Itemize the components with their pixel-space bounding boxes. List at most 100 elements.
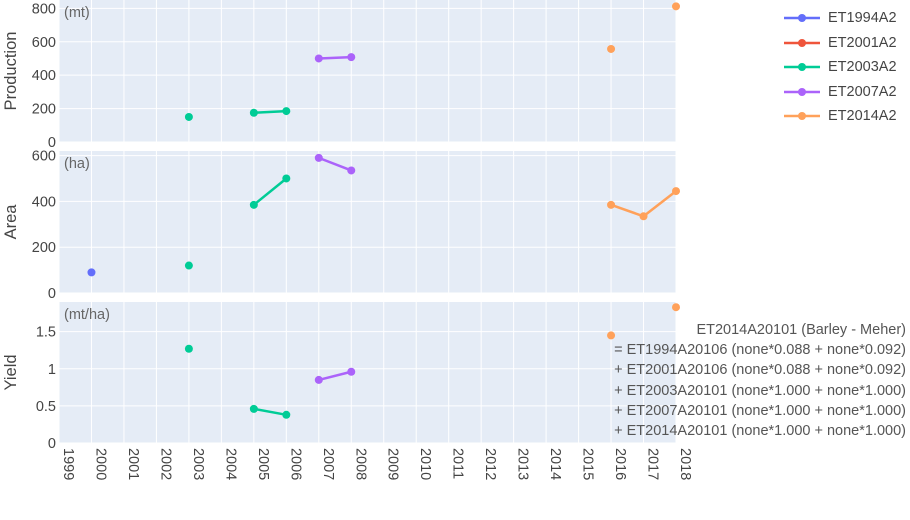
data-point bbox=[184, 261, 193, 270]
plot-area bbox=[59, 151, 676, 293]
legend-item[interactable]: ET2014A2 bbox=[780, 104, 910, 129]
y-axis-title: Production bbox=[2, 32, 20, 111]
x-tick-label: 2007 bbox=[320, 448, 336, 480]
data-point bbox=[314, 375, 323, 384]
data-point bbox=[607, 331, 616, 340]
legend-item[interactable]: ET2001A2 bbox=[780, 31, 910, 56]
x-tick-label: 1999 bbox=[60, 448, 76, 480]
series-line bbox=[253, 109, 287, 115]
unit-label: (mt/ha) bbox=[64, 307, 110, 323]
annotation-line: + ET2003A20101 (none*1.000 + none*1.000) bbox=[614, 382, 906, 399]
data-point bbox=[639, 212, 648, 221]
data-point bbox=[184, 344, 193, 353]
data-point bbox=[314, 54, 323, 63]
legend-swatch bbox=[784, 87, 820, 96]
annotation-line: = ET1994A20106 (none*0.088 + none*0.092) bbox=[614, 342, 906, 359]
x-tick-label: 2008 bbox=[352, 448, 368, 480]
y-tick-label: 0 bbox=[48, 436, 56, 452]
data-point bbox=[249, 404, 258, 413]
x-tick-label: 2012 bbox=[482, 448, 498, 480]
x-tick-label: 2009 bbox=[385, 448, 401, 480]
y-tick-label: 600 bbox=[32, 35, 56, 51]
data-point bbox=[607, 44, 616, 53]
x-tick-label: 2013 bbox=[515, 448, 531, 480]
x-tick-label: 2005 bbox=[255, 448, 271, 480]
data-point bbox=[249, 200, 258, 209]
data-point bbox=[314, 153, 323, 162]
x-tick-label: 2017 bbox=[645, 448, 661, 480]
x-tick-label: 2010 bbox=[417, 448, 433, 480]
x-tick-label: 2018 bbox=[677, 448, 693, 480]
y-tick-label: 200 bbox=[32, 240, 56, 256]
legend-label: ET1994A2 bbox=[828, 10, 897, 26]
x-tick-label: 2014 bbox=[547, 448, 563, 480]
legend-marker bbox=[798, 38, 806, 47]
data-point bbox=[282, 107, 291, 116]
plot-area bbox=[59, 0, 676, 142]
data-point bbox=[347, 166, 356, 175]
data-point bbox=[249, 108, 258, 117]
data-point bbox=[347, 367, 356, 376]
x-tick-label: 2000 bbox=[92, 448, 108, 480]
x-tick-label: 2011 bbox=[450, 448, 466, 479]
data-point bbox=[347, 53, 356, 62]
annotation-line: + ET2001A20106 (none*0.088 + none*0.092) bbox=[614, 362, 906, 379]
y-tick-label: 0 bbox=[48, 135, 56, 151]
y-tick-label: 0.5 bbox=[36, 399, 56, 415]
y-tick-label: 600 bbox=[32, 149, 56, 165]
series-line bbox=[253, 177, 288, 206]
data-point bbox=[184, 112, 193, 121]
legend-item[interactable]: ET1994A2 bbox=[780, 6, 910, 31]
legend: ET1994A2 ET2001A2 ET2003A2 ET2007A2 ET20… bbox=[780, 6, 910, 129]
data-point bbox=[672, 303, 680, 312]
legend-label: ET2014A2 bbox=[828, 108, 897, 124]
legend-marker bbox=[798, 14, 806, 22]
legend-label: ET2003A2 bbox=[828, 59, 897, 75]
unit-label: (ha) bbox=[64, 156, 90, 172]
x-tick-label: 2015 bbox=[580, 448, 596, 480]
annotation-line: ET2014A20101 (Barley - Meher) bbox=[696, 322, 906, 338]
legend-swatch bbox=[784, 14, 820, 22]
data-point bbox=[282, 410, 291, 419]
plot-area bbox=[59, 302, 676, 443]
annotation-line: + ET2014A20101 (none*1.000 + none*1.000) bbox=[614, 423, 906, 440]
x-tick-label: 2003 bbox=[190, 448, 206, 480]
legend-marker bbox=[798, 112, 806, 120]
y-axis-title: Area bbox=[2, 204, 20, 240]
legend-swatch bbox=[784, 112, 820, 120]
y-tick-label: 1.5 bbox=[36, 325, 56, 341]
formula-annotation: ET2014A20101 (Barley - Meher) = ET1994A2… bbox=[614, 320, 906, 441]
series-line bbox=[610, 203, 644, 218]
legend-label: ET2007A2 bbox=[828, 83, 897, 100]
y-axis-title: Yield bbox=[2, 354, 20, 390]
y-tick-label: 200 bbox=[32, 102, 56, 118]
legend-item[interactable]: ET2007A2 bbox=[780, 80, 910, 105]
series-line bbox=[318, 370, 352, 382]
x-tick-label: 2002 bbox=[157, 448, 173, 480]
y-tick-label: 0 bbox=[48, 286, 56, 302]
data-point bbox=[87, 268, 96, 277]
y-tick-label: 400 bbox=[32, 194, 56, 210]
y-tick-label: 800 bbox=[32, 1, 56, 17]
data-point bbox=[607, 200, 616, 209]
legend-swatch bbox=[784, 63, 820, 71]
legend-item[interactable]: ET2003A2 bbox=[780, 55, 910, 80]
series-line bbox=[253, 407, 287, 417]
x-tick-label: 2006 bbox=[287, 448, 303, 480]
data-point bbox=[672, 2, 680, 11]
series-line bbox=[642, 190, 677, 218]
series-line bbox=[318, 156, 352, 172]
legend-marker bbox=[798, 63, 806, 71]
x-tick-label: 2016 bbox=[612, 448, 628, 480]
legend-swatch bbox=[784, 38, 820, 47]
unit-label: (mt) bbox=[64, 5, 90, 21]
annotation-line: + ET2007A20101 (none*1.000 + none*1.000) bbox=[614, 402, 906, 419]
x-tick-label: 2001 bbox=[125, 448, 141, 480]
x-tick-label: 2004 bbox=[222, 448, 238, 480]
data-point bbox=[282, 174, 291, 183]
series-line bbox=[318, 55, 352, 60]
legend-label: ET2001A2 bbox=[828, 34, 897, 51]
y-tick-label: 400 bbox=[32, 68, 56, 84]
